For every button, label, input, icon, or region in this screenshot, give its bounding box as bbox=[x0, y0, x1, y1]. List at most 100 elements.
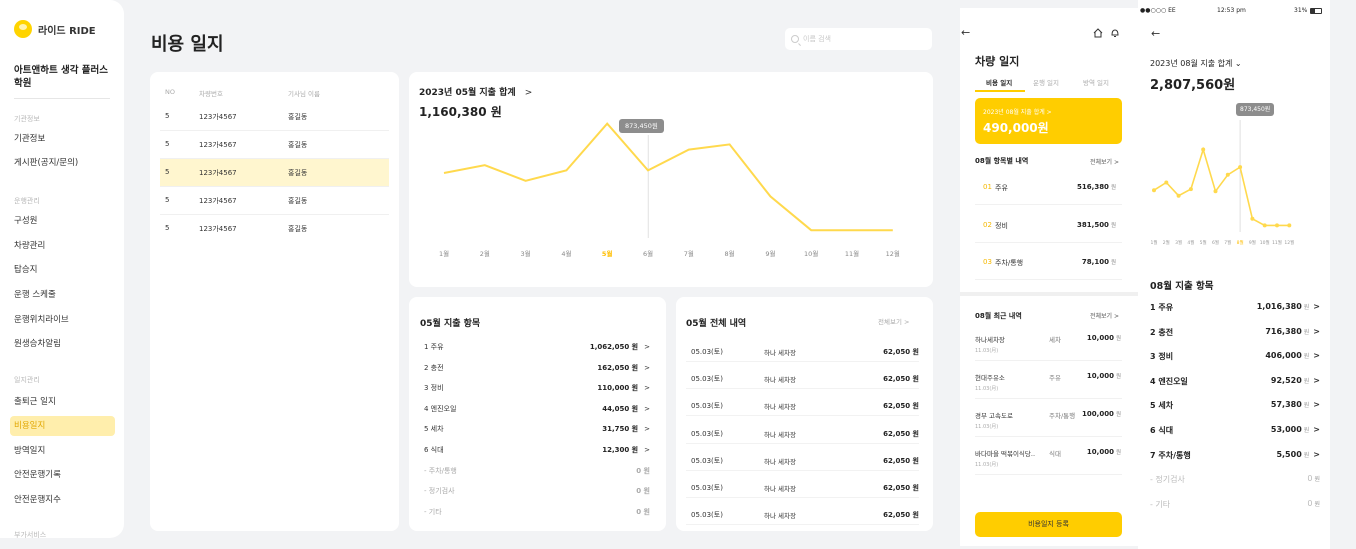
history-row[interactable]: 05.03(토) 하나 세차장 62,050 원 bbox=[686, 476, 919, 498]
history-row[interactable]: 05.03(토) 하나 세차장 62,050 원 bbox=[686, 449, 919, 471]
back-arrow-icon[interactable]: ← bbox=[1151, 27, 1161, 40]
expense-item-row[interactable]: 4 엔진오일 92,520 원 > bbox=[1150, 376, 1320, 392]
expense-item-row[interactable]: 5 세차 31,750 원 > bbox=[420, 424, 650, 438]
sidebar-item-schedule[interactable]: 운행 스케줄 bbox=[14, 290, 56, 300]
history-row[interactable]: 05.03(토) 하나 세차장 62,050 원 bbox=[686, 340, 919, 362]
sidebar-item-safety-record[interactable]: 안전운행기록 bbox=[14, 470, 61, 480]
search-input[interactable]: 이름 검색 bbox=[785, 28, 932, 50]
view-all-link[interactable]: 전체보기 > bbox=[1090, 159, 1120, 166]
table-row[interactable]: 5 123가4567 홍길동 bbox=[160, 215, 389, 243]
category-number: 01 bbox=[983, 183, 992, 191]
history-row[interactable]: 05.03(토) 하나 세차장 62,050 원 bbox=[686, 503, 919, 526]
logo[interactable]: 라이드 RIDE bbox=[14, 20, 96, 38]
cell-plate: 123가4567 bbox=[199, 197, 237, 205]
data-point-3월[interactable] bbox=[1176, 193, 1181, 198]
month-select[interactable]: 2023년 08월 지출 합계 ⌄ bbox=[1150, 58, 1242, 69]
data-point-7월[interactable] bbox=[1225, 172, 1230, 177]
sidebar-item-board[interactable]: 게시판(공지/문의) bbox=[14, 158, 79, 168]
chevron-right-icon: > bbox=[644, 363, 650, 372]
data-point-1월[interactable] bbox=[1152, 188, 1156, 193]
x-tick-label: 1월 bbox=[1150, 241, 1158, 246]
mobile-title: 차량 일지 bbox=[975, 55, 1020, 68]
sidebar-item-stops[interactable]: 탑승지 bbox=[14, 265, 38, 275]
sidebar-item-expense-log[interactable]: 비용일지 bbox=[10, 416, 115, 436]
x-tick-label: 6월 bbox=[1211, 241, 1219, 246]
item-label: 5 세차 bbox=[424, 425, 444, 434]
recent-value: 100,000 원 bbox=[1082, 410, 1121, 418]
recent-row[interactable]: 현대주유소 11.03(月) 주유 10,000 원 bbox=[975, 364, 1122, 399]
cell-no: 5 bbox=[165, 224, 170, 232]
data-point-6월[interactable] bbox=[1213, 189, 1218, 194]
register-expense-button[interactable]: 비용일지 등록 bbox=[975, 512, 1122, 537]
expense-item-row[interactable]: 2 충전 716,380 원 > bbox=[1150, 327, 1320, 343]
data-point-10월[interactable] bbox=[1262, 223, 1267, 228]
item-value: 1,016,380 원 > bbox=[1256, 302, 1320, 311]
sidebar-item-vehicles[interactable]: 차량관리 bbox=[14, 241, 46, 251]
expense-item-row[interactable]: 1 주유 1,062,050 원 > bbox=[420, 342, 650, 356]
data-point-11월[interactable] bbox=[1275, 223, 1279, 228]
tab-disinfection-log[interactable]: 방역 일지 bbox=[1083, 79, 1109, 87]
expense-item-row[interactable]: 6 식대 12,300 원 > bbox=[420, 445, 650, 459]
cell-no: 5 bbox=[165, 112, 170, 120]
expense-item-row: - 주차/통행 0 원 bbox=[420, 466, 650, 480]
sidebar-item-disinfection-log[interactable]: 방역일지 bbox=[14, 446, 46, 456]
expense-item-row[interactable]: 4 엔진오일 44,050 원 > bbox=[420, 404, 650, 418]
chevron-right-icon: > bbox=[644, 425, 650, 434]
sidebar-item-members[interactable]: 구성원 bbox=[14, 216, 38, 226]
table-row[interactable]: 5 123가4567 홍길동 bbox=[160, 187, 389, 215]
data-point-2월[interactable] bbox=[1164, 180, 1169, 185]
category-row[interactable]: 01 주유 516,380 원 bbox=[975, 171, 1122, 205]
data-point-5월[interactable] bbox=[1201, 147, 1206, 152]
history-card bbox=[676, 297, 933, 531]
expense-item-row[interactable]: 3 정비 110,000 원 > bbox=[420, 383, 650, 397]
category-row[interactable]: 03 주차/통행 78,100 원 bbox=[975, 246, 1122, 280]
expense-item-row[interactable]: 2 충전 162,050 원 > bbox=[420, 363, 650, 377]
view-all-link[interactable]: 전체보기 > bbox=[878, 318, 910, 326]
sidebar-item-boarding-alert[interactable]: 원생승차알림 bbox=[14, 339, 61, 349]
data-point-12월[interactable] bbox=[1287, 223, 1292, 228]
expense-item-row[interactable]: 3 정비 406,000 원 > bbox=[1150, 351, 1320, 367]
expense-item-row[interactable]: 1 주유 1,016,380 원 > bbox=[1150, 302, 1320, 318]
item-label: 3 정비 bbox=[424, 384, 444, 393]
tab-expense-log[interactable]: 비용 일지 bbox=[986, 79, 1013, 87]
recent-row[interactable]: 바다마을 떡볶이식당.. 11.03(月) 식대 10,000 원 bbox=[975, 440, 1122, 475]
item-value: 57,380 원 > bbox=[1270, 400, 1320, 410]
table-row[interactable]: 5 123가4567 홍길동 bbox=[160, 103, 389, 131]
logo-icon bbox=[14, 20, 32, 38]
tab-drive-log[interactable]: 운행 일지 bbox=[1033, 79, 1059, 87]
item-label: 4 엔진오일 bbox=[1150, 376, 1188, 386]
expense-item-row[interactable]: 6 식대 53,000 원 > bbox=[1150, 425, 1320, 441]
chart-title[interactable]: 2023년 05월 지출 합계 > bbox=[419, 85, 532, 98]
data-point-9월[interactable] bbox=[1250, 216, 1255, 221]
sidebar-item-live-location[interactable]: 운행위치라이브 bbox=[14, 315, 69, 325]
recent-name: 하나세차장 bbox=[975, 336, 1005, 344]
summary-box[interactable]: 2023년 08월 지출 합계 > 490,000원 bbox=[975, 98, 1122, 144]
chevron-right-icon: > bbox=[644, 446, 650, 454]
history-row[interactable]: 05.03(토) 하나 세차장 62,050 원 bbox=[686, 422, 919, 444]
history-row[interactable]: 05.03(토) 하나 세차장 62,050 원 bbox=[686, 394, 919, 417]
home-icon[interactable] bbox=[1093, 28, 1103, 38]
sidebar-item-safety-index[interactable]: 안전운행지수 bbox=[14, 495, 61, 505]
line-chart bbox=[1152, 120, 1292, 232]
expense-item-row[interactable]: 5 세차 57,380 원 > bbox=[1150, 400, 1320, 416]
expense-item-row[interactable]: 7 주차/통행 5,500 원 > bbox=[1150, 450, 1320, 466]
item-label: 2 충전 bbox=[424, 363, 444, 372]
item-label: - 정기검사 bbox=[1150, 475, 1185, 485]
history-place: 하나 세차장 bbox=[764, 457, 796, 466]
view-all-link[interactable]: 전체보기 > bbox=[1090, 313, 1120, 320]
chevron-right-icon: > bbox=[1313, 326, 1320, 336]
chevron-right-icon: > bbox=[1313, 449, 1320, 459]
sidebar-item-org-info[interactable]: 기관정보 bbox=[14, 134, 46, 144]
recent-row[interactable]: 경부 고속도로 11.03(月) 주차/통행 100,000 원 bbox=[975, 402, 1122, 437]
table-row[interactable]: 5 123가4567 홍길동 bbox=[160, 131, 389, 159]
category-row[interactable]: 02 정비 381,500 원 bbox=[975, 209, 1122, 243]
data-point-4월[interactable] bbox=[1188, 187, 1193, 192]
history-row[interactable]: 05.03(토) 하나 세차장 62,050 원 bbox=[686, 367, 919, 390]
sidebar-item-attendance-log[interactable]: 출퇴근 일지 bbox=[14, 397, 56, 407]
data-point-8월[interactable] bbox=[1238, 165, 1243, 170]
back-arrow-icon[interactable]: ← bbox=[961, 26, 971, 39]
item-label: - 기타 bbox=[1150, 499, 1171, 509]
table-row-selected[interactable]: 5 123가4567 홍길동 bbox=[160, 159, 389, 187]
bell-icon[interactable] bbox=[1110, 28, 1120, 38]
recent-row[interactable]: 하나세차장 11.03(月) 세차 10,000 원 bbox=[975, 326, 1122, 361]
